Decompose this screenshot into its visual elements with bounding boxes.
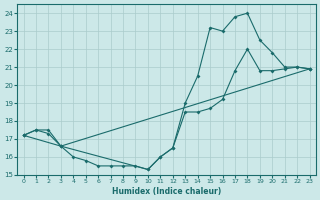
X-axis label: Humidex (Indice chaleur): Humidex (Indice chaleur) [112,187,221,196]
